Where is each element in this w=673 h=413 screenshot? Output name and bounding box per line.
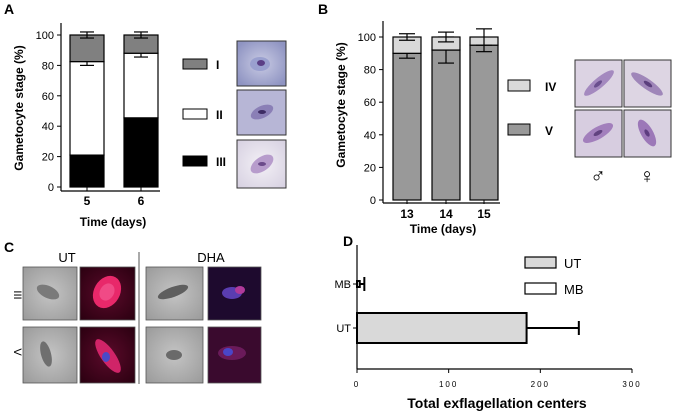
panel-label-a: A xyxy=(4,1,14,17)
panel-b-micrograph-female-2 xyxy=(623,109,672,158)
panel-b-micrograph-male-1 xyxy=(574,59,623,108)
y-tick-label: 100 xyxy=(358,32,376,44)
panel-c-images: UT DHA III V xyxy=(11,250,262,384)
y-tick-label: MB xyxy=(335,279,352,291)
panel-a-micrograph-stage-iii xyxy=(236,139,287,189)
x-tick-label: 15 xyxy=(477,207,491,221)
legend-swatch-stage-ii xyxy=(182,108,208,120)
bar-iii-6 xyxy=(123,117,159,188)
legend-label-stage-i: I xyxy=(216,58,219,72)
panel-c-brightfield-ut-v xyxy=(22,326,78,384)
panel-label-c: C xyxy=(4,239,14,255)
bar-v-14 xyxy=(431,49,461,201)
panel-a-micrograph-stage-i xyxy=(236,40,287,87)
x-tick-label: 300 xyxy=(622,380,641,389)
bar-iii-5 xyxy=(69,154,105,188)
panel-d-xlabel: Total exflagellation centers xyxy=(407,395,587,411)
panel-b-xlabel: Time (days) xyxy=(410,222,476,236)
legend-label-ut: UT xyxy=(564,256,581,271)
panel-d-x-ticks: 0 100 200 300 xyxy=(354,369,641,389)
y-tick-label: 20 xyxy=(364,162,376,174)
x-tick-label: 0 xyxy=(354,380,360,389)
bar-ut xyxy=(356,312,528,344)
y-tick-label: 20 xyxy=(42,152,54,164)
panel-c-row-label-iii: III xyxy=(11,290,23,299)
x-tick-label: 6 xyxy=(138,194,145,208)
female-symbol-icon: ♀ xyxy=(639,165,655,188)
y-tick-label: 60 xyxy=(364,97,376,109)
legend-swatch-stage-iv xyxy=(507,79,531,92)
panel-a-micrograph-stage-ii xyxy=(236,89,287,136)
legend-label-stage-ii: II xyxy=(216,108,223,122)
panel-d-bars: UT MB xyxy=(335,277,580,344)
legend-swatch-stage-iii xyxy=(182,155,208,167)
x-tick-label: 14 xyxy=(439,207,453,221)
panel-b-micrograph-female-1 xyxy=(623,59,672,108)
panel-c-brightfield-dha-iii xyxy=(145,266,204,321)
panel-c-brightfield-dha-v xyxy=(145,326,204,384)
panel-c-header-dha: DHA xyxy=(197,250,225,265)
panel-b-ylabel: Gametocyte stage (%) xyxy=(334,42,348,167)
panel-d-chart: UT MB 0 100 200 300 Total exflagellation cen… xyxy=(335,245,641,411)
panel-b-chart: Gametocyte stage (%) 0 20 40 60 80 100 13 14 15… xyxy=(334,21,672,236)
panel-a-xlabel: Time (days) xyxy=(80,215,146,229)
bar-v-13 xyxy=(392,52,422,201)
panel-c-fluor-ut-v xyxy=(79,326,136,384)
panel-a-ylabel: Gametocyte stage (%) xyxy=(12,45,26,170)
panel-c-row-label-v: V xyxy=(11,348,23,356)
panel-c-brightfield-ut-iii xyxy=(22,266,78,321)
male-symbol-icon: ♂ xyxy=(590,165,606,188)
y-tick-label: UT xyxy=(336,323,351,335)
bar-ii-6 xyxy=(123,52,159,119)
y-tick-label: 100 xyxy=(36,30,54,42)
x-tick-label: 13 xyxy=(400,207,414,221)
y-tick-label: 80 xyxy=(42,60,54,72)
y-tick-label: 60 xyxy=(42,91,54,103)
panel-b-x-ticks: 13 14 15 xyxy=(400,200,491,221)
legend-label-stage-iii: III xyxy=(216,155,226,169)
y-tick-label: 0 xyxy=(48,182,54,194)
panel-b-micrograph-male-2 xyxy=(574,109,623,158)
x-tick-label: 5 xyxy=(84,194,91,208)
bar-v-15 xyxy=(469,44,499,201)
bar-mb xyxy=(356,280,361,288)
bar-i-5 xyxy=(69,34,105,63)
panel-c-fluor-ut-iii xyxy=(79,266,136,321)
legend-swatch-ut xyxy=(524,256,557,269)
panel-label-d: D xyxy=(343,233,353,249)
y-tick-label: 80 xyxy=(364,65,376,77)
panel-c-header-ut: UT xyxy=(58,250,75,265)
panel-b-bars xyxy=(392,28,499,201)
legend-swatch-mb xyxy=(524,282,557,295)
panel-a-y-ticks: 0 20 40 60 80 100 xyxy=(36,30,61,194)
panel-label-b: B xyxy=(318,1,328,17)
legend-swatch-stage-v xyxy=(507,123,531,136)
legend-swatch-stage-i xyxy=(182,58,208,70)
x-tick-label: 200 xyxy=(531,380,550,389)
y-tick-label: 40 xyxy=(364,130,376,142)
panel-c-fluor-dha-v xyxy=(207,326,262,384)
y-tick-label: 40 xyxy=(42,121,54,133)
panel-c-fluor-dha-iii xyxy=(207,266,262,321)
legend-label-stage-iv: IV xyxy=(545,80,556,94)
panel-b-y-ticks: 0 20 40 60 80 100 xyxy=(358,32,383,207)
panel-a-bars xyxy=(69,31,159,188)
y-tick-label: 0 xyxy=(370,195,376,207)
x-tick-label: 100 xyxy=(439,380,458,389)
legend-label-stage-v: V xyxy=(545,124,553,138)
legend-label-mb: MB xyxy=(564,282,584,297)
bar-ii-5 xyxy=(69,60,105,156)
